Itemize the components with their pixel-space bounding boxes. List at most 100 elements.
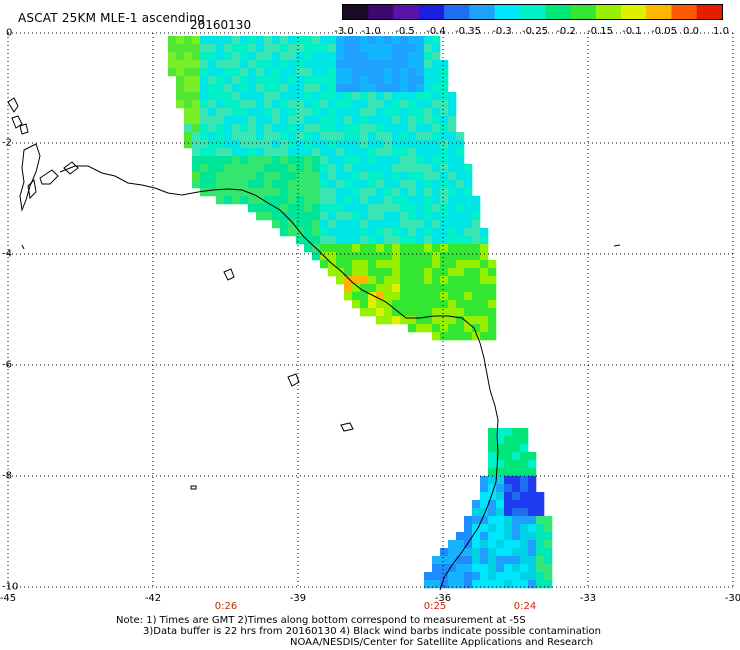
swath-cell [344,284,353,293]
swath-cell [464,260,473,269]
swath-cell [528,572,537,581]
swath-cell [248,44,257,53]
swath-cell [384,212,393,221]
swath-cell [512,436,521,445]
swath-cell [384,44,393,53]
swath-cell [440,252,449,261]
swath-cell [392,260,401,269]
swath-cell [384,92,393,101]
swath-cell [280,36,289,45]
swath-cell [432,148,441,157]
swath-cell [544,564,553,573]
swath-cell [488,268,497,277]
swath-cell [360,276,369,285]
swath-cell [448,556,457,565]
swath-cell [520,540,529,549]
swath-cell [456,132,465,141]
swath-cell [256,124,265,133]
swath-cell [288,148,297,157]
swath-cell [272,52,281,61]
swath-cell [488,540,497,549]
swath-cell [208,172,217,181]
color-scale-segment [646,5,672,19]
swath-cell [384,116,393,125]
swath-cell [488,300,497,309]
swath-cell [232,132,241,141]
swath-cell [232,100,241,109]
swath-cell [224,180,233,189]
swath-cell [448,252,457,261]
swath-cell [512,572,521,581]
swath-cell [528,516,537,525]
swath-cell [328,164,337,173]
swath-cell [296,84,305,93]
swath-cell [432,284,441,293]
swath-cell [256,156,265,165]
swath-cell [280,164,289,173]
swath-cell [544,548,553,557]
swath-cell [328,228,337,237]
swath-cell [368,284,377,293]
swath-cell [264,76,273,85]
swath-cell [208,140,217,149]
swath-cell [184,84,193,93]
swath-cell [408,292,417,301]
swath-cell [376,140,385,149]
swath-cell [312,124,321,133]
swath-cell [480,540,489,549]
swath-cell [288,140,297,149]
swath-cell [504,492,513,501]
swath-cell [272,92,281,101]
swath-cell [320,228,329,237]
swath-cell [376,172,385,181]
swath-cell [208,76,217,85]
swath-cell [504,556,513,565]
swath-cell [376,92,385,101]
swath-cell [432,36,441,45]
swath-cell [464,532,473,541]
swath-cell [432,84,441,93]
swath-cell [272,116,281,125]
swath-cell [368,244,377,253]
swath-cell [336,36,345,45]
swath-cell [408,60,417,69]
swath-cell [200,172,209,181]
swath-cell [448,228,457,237]
swath-cell [368,132,377,141]
swath-cell [400,60,409,69]
swath-cell [384,108,393,117]
swath-cell [312,132,321,141]
swath-cell [472,284,481,293]
swath-cell [368,44,377,53]
swath-cell [240,156,249,165]
swath-cell [288,68,297,77]
swath-cell [384,172,393,181]
swath-cell [424,84,433,93]
swath-cell [200,164,209,173]
swath-cell [264,132,273,141]
color-scale-segment [595,5,622,19]
swath-cell [336,268,345,277]
color-scale-segment [620,5,647,19]
swath-cell [464,516,473,525]
swath-cell [384,76,393,85]
swath-cell [416,180,425,189]
swath-cell [328,60,337,69]
swath-cell [360,132,369,141]
swath-cell [472,212,481,221]
swath-cell [400,100,409,109]
swath-cell [416,300,425,309]
color-scale-label: 0.0 [683,26,699,37]
swath-cell [488,316,497,325]
swath-cell [440,148,449,157]
swath-cell [312,180,321,189]
swath-cell [312,236,321,245]
swath-cell [456,140,465,149]
swath-cell [440,316,449,325]
swath-cell [328,196,337,205]
swath-cell [536,564,545,573]
swath-cell [248,116,257,125]
swath-cell [456,564,465,573]
swath-cell [408,220,417,229]
swath-cell [360,212,369,221]
